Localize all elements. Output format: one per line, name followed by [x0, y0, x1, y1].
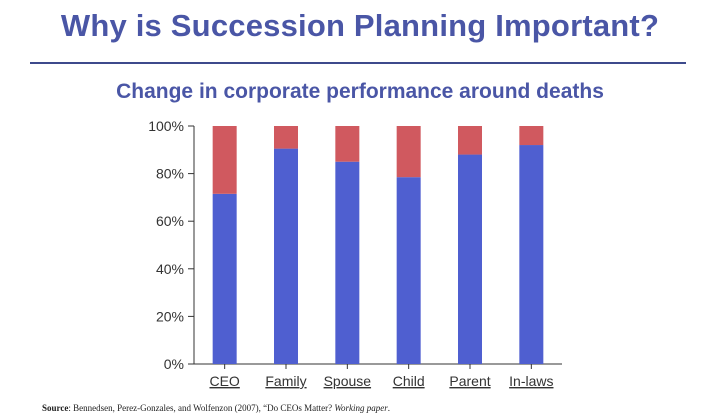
y-tick-label: 20% [156, 308, 184, 324]
x-category-label: Family [265, 373, 306, 389]
bar-segment-blue [458, 154, 482, 364]
stacked-bar-chart: 0% 20% 40% 60% 80% 100% CEO Family Spouse Child Pa… [148, 118, 562, 389]
x-category-label: Parent [449, 373, 490, 389]
source-end: . [387, 403, 391, 413]
source-label: Source [42, 403, 69, 413]
bar-segment-red [274, 126, 298, 149]
y-tick-label: 0% [164, 356, 184, 372]
source-citation: Source: Bennedsen, Perez-Gonzales, and W… [42, 403, 390, 413]
y-tick-label: 100% [148, 118, 184, 134]
y-tick-label: 40% [156, 261, 184, 277]
y-tick-label: 80% [156, 166, 184, 182]
source-italic: Working paper [334, 403, 388, 413]
y-tick-label: 60% [156, 213, 184, 229]
source-text: : Bennedsen, Perez-Gonzales, and Wolfenz… [68, 403, 335, 413]
bar-segment-blue [396, 177, 421, 364]
bar-segment-blue [212, 193, 237, 364]
bar-segment-red [519, 126, 544, 146]
title-divider [30, 62, 686, 64]
bar-segment-red [458, 126, 482, 155]
bar-segment-blue [519, 145, 544, 364]
bar-segment-red [212, 126, 237, 194]
bar-segment-red [335, 126, 360, 162]
x-category-label: Child [393, 373, 425, 389]
bar-segment-red [396, 126, 421, 178]
x-category-label: Spouse [324, 373, 372, 389]
x-category-label: CEO [209, 373, 239, 389]
bar-segment-blue [274, 148, 298, 364]
bar-segment-blue [335, 161, 360, 364]
slide-title: Why is Succession Planning Important? [60, 8, 660, 43]
chart-title: Change in corporate performance around d… [116, 80, 604, 103]
x-category-label: In-laws [509, 373, 553, 389]
